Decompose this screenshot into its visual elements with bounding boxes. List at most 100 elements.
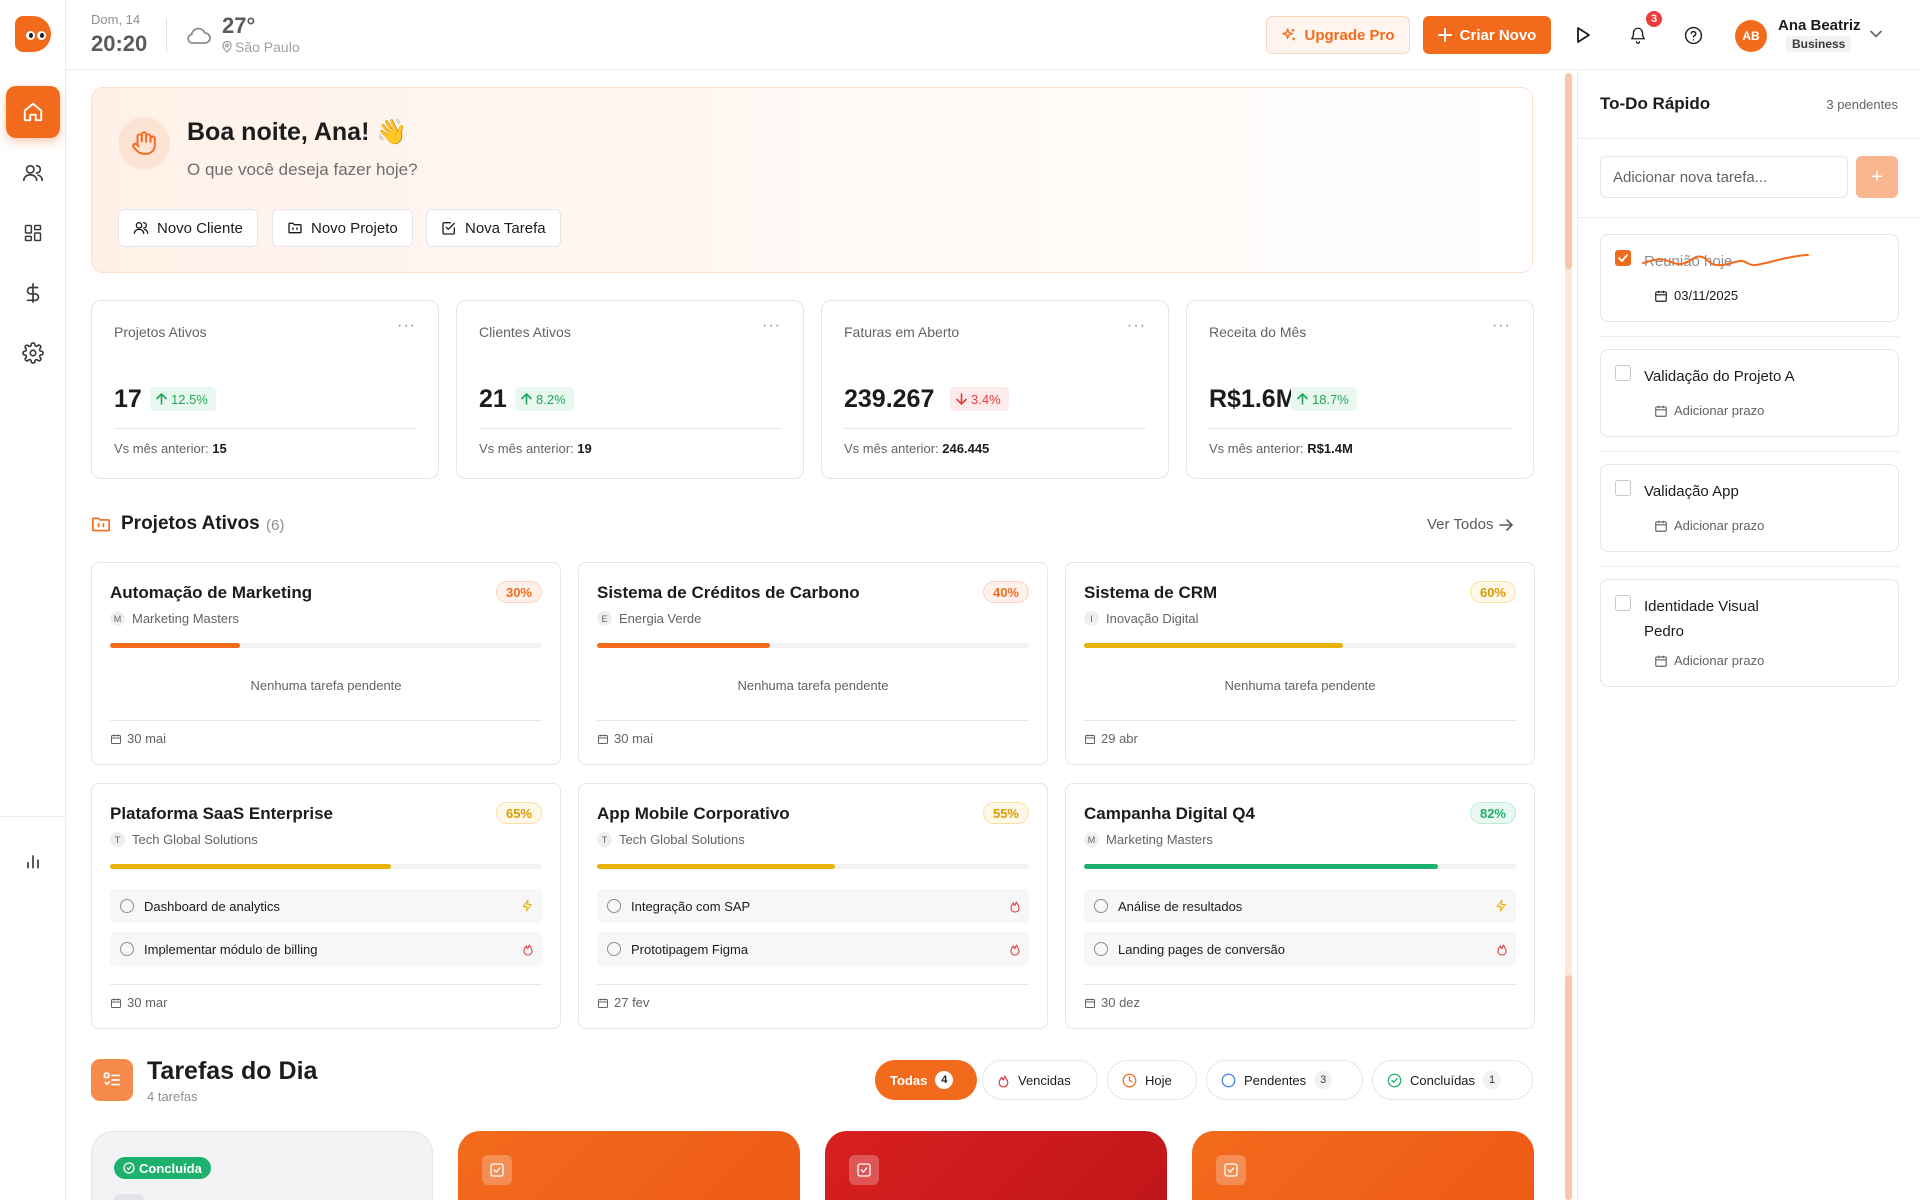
filter-pending[interactable]: Pendentes 3 [1206, 1060, 1363, 1100]
todo-add-button[interactable]: + [1856, 156, 1898, 198]
todo-due[interactable]: Adicionar prazo [1654, 518, 1764, 533]
project-card[interactable]: App Mobile Corporativo 55% T Tech Global … [578, 783, 1048, 1029]
todo-due-label: Adicionar prazo [1674, 653, 1765, 668]
project-task[interactable]: Dashboard de analytics [110, 889, 542, 923]
sidebar-item-dashboard[interactable] [6, 207, 60, 259]
cloud-icon [187, 27, 211, 44]
stat-change: 12.5% [171, 391, 208, 407]
todo-due-label: 03/11/2025 [1674, 288, 1739, 303]
task-card[interactable] [458, 1131, 800, 1200]
todo-item[interactable]: Validação do Projeto A Adicionar prazo [1600, 349, 1899, 437]
main-scrollbar-thumb[interactable] [1565, 73, 1572, 269]
task-card[interactable] [1192, 1131, 1534, 1200]
project-task[interactable]: Implementar módulo de billing [110, 932, 542, 966]
filter-today[interactable]: Hoje [1107, 1060, 1197, 1100]
project-card[interactable]: Plataforma SaaS Enterprise 65% T Tech Glo… [91, 783, 561, 1029]
bell-icon [1630, 27, 1646, 44]
task-status-circle[interactable] [120, 899, 134, 913]
todo-item[interactable]: Validação App Adicionar prazo [1600, 464, 1899, 552]
sidebar-item-finance[interactable] [6, 267, 60, 319]
filter-all[interactable]: Todas 4 [875, 1060, 977, 1100]
flame-icon [523, 944, 533, 956]
play-button[interactable] [1572, 24, 1594, 46]
chevron-down-icon[interactable] [1870, 30, 1882, 38]
todo-checkbox[interactable] [1615, 250, 1631, 266]
main-scrollbar-thumb-lower[interactable] [1565, 975, 1572, 1200]
header-time: 20:20 [91, 31, 148, 56]
notifications-button[interactable] [1627, 24, 1649, 46]
calendar-icon [1085, 998, 1095, 1008]
task-status-circle[interactable] [607, 899, 621, 913]
new-project-button[interactable]: Novo Projeto [272, 209, 413, 247]
todo-due-label: Adicionar prazo [1674, 518, 1765, 533]
project-task[interactable]: Landing pages de conversão [1084, 932, 1516, 966]
help-button[interactable] [1682, 24, 1704, 46]
projects-count: (6) [266, 517, 285, 534]
task-card[interactable] [825, 1131, 1167, 1200]
app-logo[interactable] [15, 16, 51, 52]
todo-item[interactable]: Reunião hoje 03/11/2025 [1600, 234, 1899, 322]
filter-completed[interactable]: Concluídas 1 [1372, 1060, 1533, 1100]
task-card-check[interactable] [482, 1155, 512, 1185]
task-card-check[interactable] [849, 1155, 879, 1185]
task-card-check[interactable] [1216, 1155, 1246, 1185]
project-card[interactable]: Campanha Digital Q4 82% M Marketing Maste… [1065, 783, 1535, 1029]
sidebar-item-home[interactable] [6, 86, 60, 138]
task-status-circle[interactable] [120, 942, 134, 956]
more-icon[interactable]: ··· [762, 317, 781, 334]
sidebar-item-settings[interactable] [6, 327, 60, 379]
project-task[interactable]: Análise de resultados [1084, 889, 1516, 923]
task-status-circle[interactable] [607, 942, 621, 956]
more-icon[interactable]: ··· [397, 317, 416, 334]
dollar-icon [26, 283, 40, 303]
welcome-card: Boa noite, Ana! 👋 O que você deseja faze… [91, 87, 1533, 273]
bolt-icon [522, 899, 532, 912]
todo-due[interactable]: Adicionar prazo [1654, 403, 1764, 418]
project-client: T Tech Global Solutions [597, 832, 745, 847]
project-name: Plataforma SaaS Enterprise [110, 804, 333, 823]
card-divider [1084, 720, 1516, 721]
todo-item[interactable]: Identidade Visual Pedro Adicionar prazo [1600, 579, 1899, 687]
stat-change-badge: 3.4% [950, 387, 1009, 411]
stat-card-clients: Clientes Ativos ··· 21 8.2% Vs mês anter… [456, 300, 804, 479]
stat-previous: Vs mês anterior: 15 [114, 441, 227, 456]
project-name: Automação de Marketing [110, 583, 313, 602]
todo-checkbox[interactable] [1615, 595, 1631, 611]
calendar-icon [598, 734, 608, 744]
project-card[interactable]: Sistema de CRM 60% I Inovação Digital Nen… [1065, 562, 1535, 765]
stat-value: 17 [114, 385, 142, 413]
project-task[interactable]: Prototipagem Figma [597, 932, 1029, 966]
task-status-circle[interactable] [1094, 899, 1108, 913]
todo-due[interactable]: 03/11/2025 [1654, 288, 1738, 303]
project-task[interactable]: Integração com SAP [597, 889, 1029, 923]
progress-track [597, 643, 1029, 648]
stat-card-invoices: Faturas em Aberto ··· 239.267 3.4% Vs mê… [821, 300, 1169, 479]
main-scrollbar-track[interactable] [1565, 73, 1572, 1200]
create-new-label: Criar Novo [1459, 26, 1537, 44]
new-task-button[interactable]: Nova Tarefa [426, 209, 561, 247]
project-card[interactable]: Sistema de Créditos de Carbono 40% E Ener… [578, 562, 1048, 765]
user-avatar[interactable]: AB [1735, 20, 1767, 52]
task-status-circle[interactable] [1094, 942, 1108, 956]
todo-checkbox[interactable] [1615, 480, 1631, 496]
todo-checkbox[interactable] [1615, 365, 1631, 381]
project-card[interactable]: Automação de Marketing 30% M Marketing Ma… [91, 562, 561, 765]
filter-count: 3 [1314, 1071, 1333, 1089]
more-icon[interactable]: ··· [1492, 317, 1511, 334]
todo-due[interactable]: Adicionar prazo [1654, 653, 1764, 668]
task-card-completed[interactable]: Concluída [91, 1131, 433, 1200]
see-all-projects-link[interactable]: Ver Todos [1427, 516, 1514, 533]
user-name[interactable]: Ana Beatriz [1778, 17, 1861, 34]
filter-overdue[interactable]: Vencidas [982, 1060, 1098, 1100]
create-new-button[interactable]: Criar Novo [1423, 16, 1551, 54]
sidebar-item-reports[interactable] [6, 835, 60, 887]
sidebar-item-clients[interactable] [6, 147, 60, 199]
project-due: 30 dez [1084, 995, 1140, 1010]
card-divider [110, 720, 542, 721]
todo-input[interactable] [1600, 156, 1848, 198]
no-pending-tasks: Nenhuma tarefa pendente [1224, 678, 1376, 693]
more-icon[interactable]: ··· [1127, 317, 1146, 334]
stat-change-badge: 12.5% [150, 387, 216, 411]
new-client-button[interactable]: Novo Cliente [118, 209, 258, 247]
upgrade-pro-button[interactable]: Upgrade Pro [1266, 16, 1410, 54]
